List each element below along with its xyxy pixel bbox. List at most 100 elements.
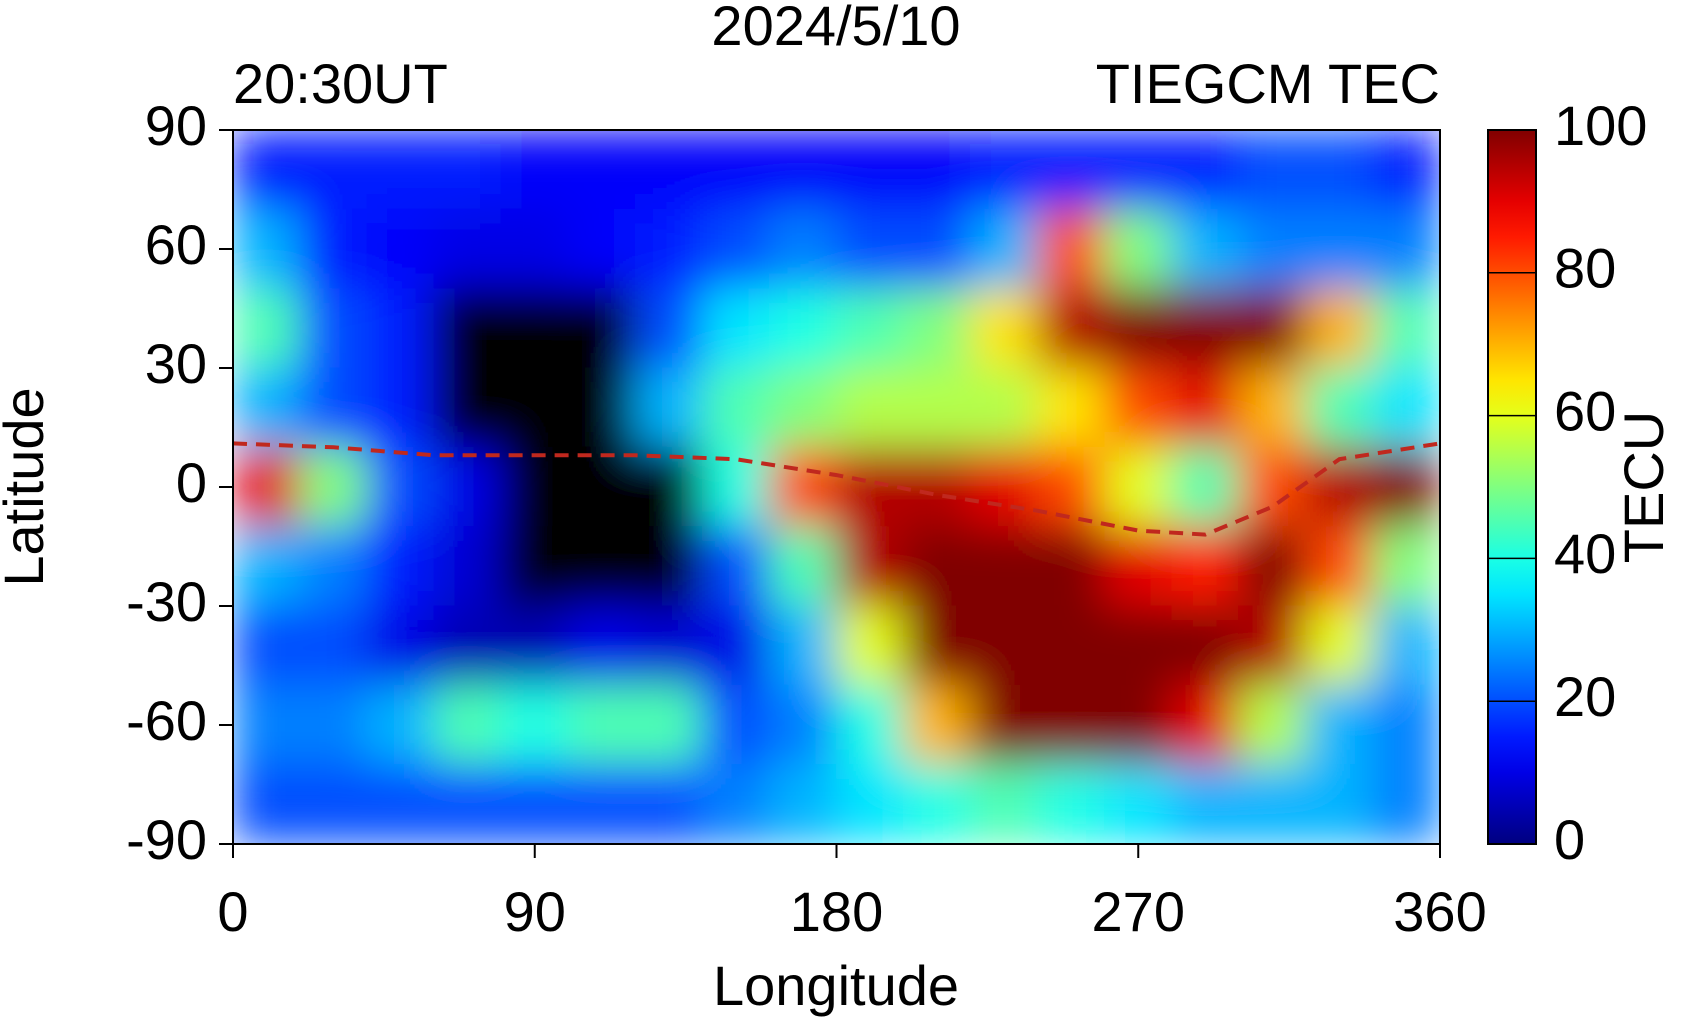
- cell: [1372, 288, 1440, 369]
- cell: [500, 764, 569, 844]
- cell: [1372, 605, 1440, 686]
- cell: [1305, 288, 1374, 369]
- cell: [903, 288, 972, 369]
- cell: [1305, 367, 1374, 448]
- cell: [903, 526, 972, 607]
- cell: [1372, 367, 1440, 448]
- cell: [768, 288, 837, 369]
- cell: [433, 446, 502, 528]
- y-axis-label: Latitude: [0, 387, 55, 586]
- cell: [634, 526, 703, 607]
- cell: [1372, 526, 1440, 607]
- cell: [970, 367, 1039, 448]
- cell: [233, 130, 301, 210]
- x-tick-label: 360: [1393, 880, 1486, 943]
- cell: [903, 130, 972, 210]
- cell: [701, 288, 770, 369]
- cell: [701, 446, 770, 528]
- x-tick-label: 0: [217, 880, 248, 943]
- cell: [299, 526, 368, 607]
- cell: [768, 130, 837, 210]
- cell: [1037, 764, 1106, 844]
- cell: [567, 446, 636, 528]
- cell: [433, 605, 502, 686]
- cell: [701, 526, 770, 607]
- cell: [1104, 208, 1173, 290]
- time-label: 20:30UT: [233, 52, 448, 115]
- cell: [366, 446, 435, 528]
- cell: [233, 764, 301, 844]
- cell: [768, 764, 837, 844]
- cell: [768, 446, 837, 528]
- cell: [433, 288, 502, 369]
- cell: [567, 684, 636, 766]
- cell: [1238, 526, 1307, 607]
- cell: [1372, 684, 1440, 766]
- cell: [1171, 526, 1240, 607]
- colorbar-tick-label: 100: [1554, 94, 1647, 157]
- colorbar-tick-label: 40: [1554, 522, 1616, 585]
- colorbar-tick-label: 80: [1554, 237, 1616, 300]
- cell: [1171, 605, 1240, 686]
- cell: [1372, 764, 1440, 844]
- cell: [768, 367, 837, 448]
- cell: [836, 526, 905, 607]
- cell: [1305, 764, 1374, 844]
- cell: [299, 446, 368, 528]
- cell: [970, 446, 1039, 528]
- cell: [1305, 684, 1374, 766]
- heatmap: [233, 130, 1440, 844]
- cell: [299, 605, 368, 686]
- cell: [1238, 446, 1307, 528]
- cell: [433, 764, 502, 844]
- cell: [433, 130, 502, 210]
- cell: [768, 526, 837, 607]
- cell: [1171, 764, 1240, 844]
- heatmap-field: [233, 130, 1440, 844]
- cell: [701, 764, 770, 844]
- cell: [366, 605, 435, 686]
- cell: [500, 208, 569, 290]
- cell: [500, 288, 569, 369]
- cell: [1372, 130, 1440, 210]
- cell: [970, 288, 1039, 369]
- cell: [1305, 208, 1374, 290]
- y-tick-label: -60: [126, 689, 207, 752]
- cell: [1305, 605, 1374, 686]
- cell: [768, 605, 837, 686]
- cell: [433, 208, 502, 290]
- cell: [567, 367, 636, 448]
- cell: [233, 446, 301, 528]
- cell: [366, 764, 435, 844]
- cell: [903, 446, 972, 528]
- cell: [1104, 288, 1173, 369]
- cell: [1037, 130, 1106, 210]
- colorbar: [1487, 129, 1537, 845]
- cell: [1372, 446, 1440, 528]
- x-tick-label: 90: [504, 880, 566, 943]
- cell: [500, 684, 569, 766]
- cell: [701, 605, 770, 686]
- cell: [233, 526, 301, 607]
- cell: [634, 130, 703, 210]
- cell: [500, 130, 569, 210]
- cell: [1238, 130, 1307, 210]
- cell: [1171, 288, 1240, 369]
- cell: [567, 764, 636, 844]
- cell: [970, 208, 1039, 290]
- cell: [299, 764, 368, 844]
- cell: [1372, 208, 1440, 290]
- cell: [433, 526, 502, 607]
- cell: [701, 367, 770, 448]
- cell: [567, 526, 636, 607]
- cell: [366, 288, 435, 369]
- cell: [701, 130, 770, 210]
- cell: [970, 684, 1039, 766]
- cell: [1104, 605, 1173, 686]
- cell: [836, 764, 905, 844]
- y-tick-label: -30: [126, 570, 207, 633]
- cell: [233, 605, 301, 686]
- cell: [1104, 367, 1173, 448]
- y-tick-label: 60: [145, 213, 207, 276]
